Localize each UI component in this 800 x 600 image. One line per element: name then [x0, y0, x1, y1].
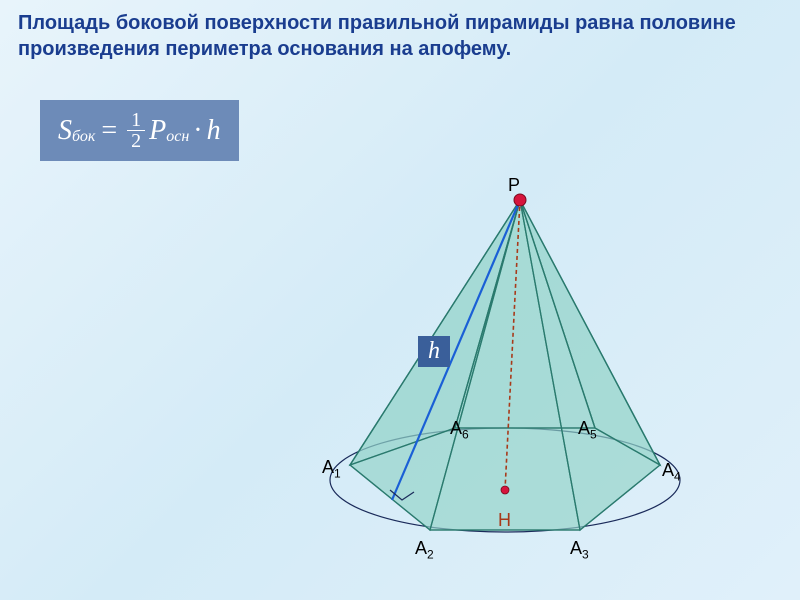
- label-A5-s: 5: [590, 428, 597, 442]
- label-A3: A3: [570, 538, 589, 562]
- label-A4-s: 4: [674, 470, 681, 484]
- label-A6-s: 6: [462, 428, 469, 442]
- formula-eq: =: [101, 115, 117, 147]
- formula-S-sub: бок: [72, 128, 95, 146]
- center-point: [501, 486, 509, 494]
- label-A3-a: A: [570, 538, 582, 558]
- label-A1-s: 1: [334, 467, 341, 481]
- label-A6: A6: [450, 418, 469, 442]
- label-A1: A1: [322, 457, 341, 481]
- apothem-label: h: [418, 336, 450, 367]
- label-A6-a: A: [450, 418, 462, 438]
- theorem-title: Площадь боковой поверхности правильной п…: [18, 10, 782, 62]
- formula-box: Sбок = 1 2 Pосн · h: [40, 100, 239, 161]
- label-A5-a: A: [578, 418, 590, 438]
- formula-frac: 1 2: [127, 110, 145, 151]
- formula-P-sub: осн: [166, 128, 189, 146]
- label-A1-a: A: [322, 457, 334, 477]
- label-A4: A4: [662, 460, 681, 484]
- label-P: P: [508, 175, 520, 196]
- label-A2-a: A: [415, 538, 427, 558]
- formula-frac-den: 2: [127, 131, 145, 151]
- formula-frac-num: 1: [127, 110, 145, 131]
- label-A3-s: 3: [582, 548, 589, 562]
- formula-h: h: [207, 115, 221, 147]
- formula-P: P: [149, 115, 166, 147]
- label-H: H: [498, 510, 511, 531]
- formula-S: S: [58, 115, 72, 147]
- label-A4-a: A: [662, 460, 674, 480]
- label-A5: A5: [578, 418, 597, 442]
- label-A2-s: 2: [427, 548, 434, 562]
- formula-dot: ·: [193, 115, 202, 147]
- label-A2: A2: [415, 538, 434, 562]
